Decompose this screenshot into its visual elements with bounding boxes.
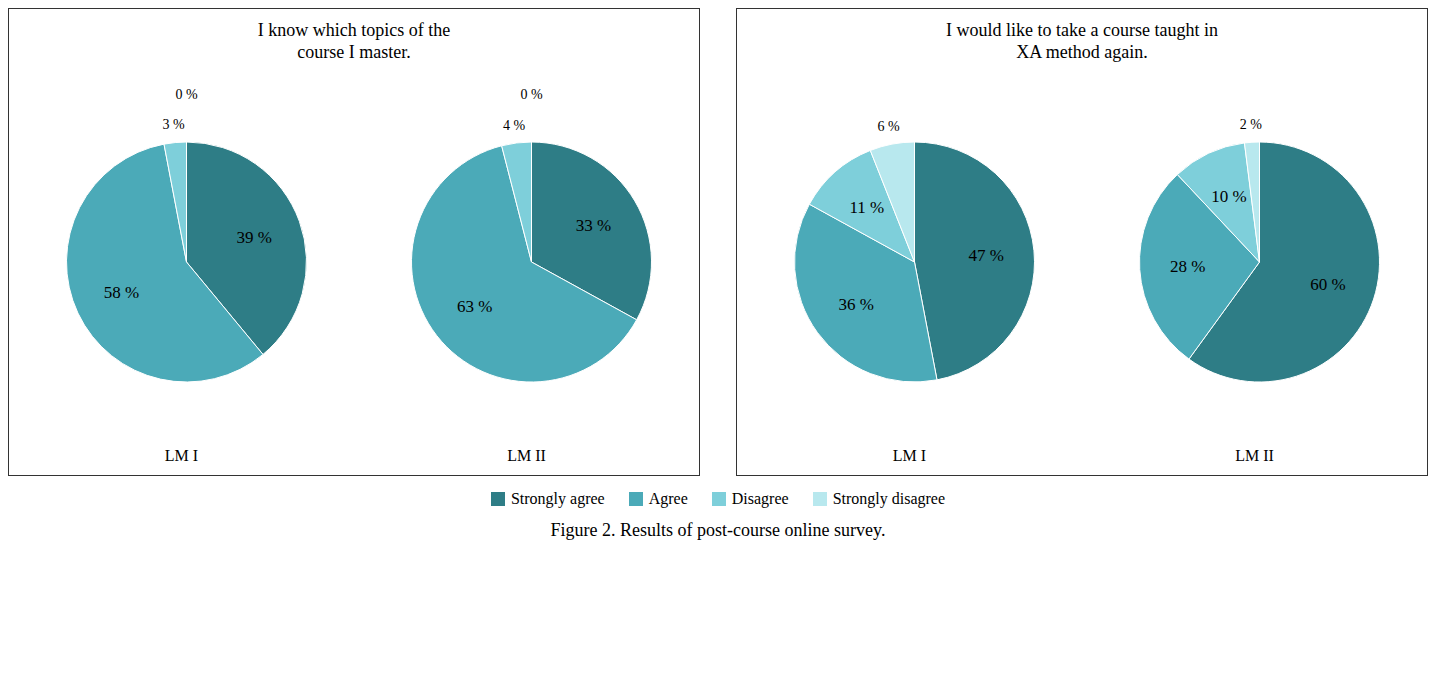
svg-text:47 %: 47 %: [968, 246, 1003, 265]
html-text:I know which topics of the cou: I know which topics of the course I mast…: [257, 20, 451, 62]
svg-text:58 %: 58 %: [104, 283, 139, 302]
svg-text:10 %: 10 %: [1211, 187, 1246, 206]
svg-text:33 %: 33 %: [576, 216, 611, 235]
html-text:LM I: LM I: [164, 447, 199, 464]
svg-text:3 %: 3 %: [162, 117, 185, 132]
html-text:Agree: Agree: [648, 490, 688, 507]
html-text:LM II: LM II: [507, 447, 546, 464]
svg-text:0 %: 0 %: [175, 87, 198, 102]
html-text:I would like to take a course: I would like to take a course taught in …: [946, 20, 1218, 62]
html-text:Strongly disagree: Strongly disagree: [832, 490, 946, 507]
svg-text:60 %: 60 %: [1310, 275, 1345, 294]
svg-text:4 %: 4 %: [503, 118, 526, 133]
svg-text:6 %: 6 %: [878, 119, 901, 134]
html-text:LM II: LM II: [1235, 447, 1274, 464]
svg-text:63 %: 63 %: [457, 297, 492, 316]
svg-text:0 %: 0 %: [520, 87, 543, 102]
svg-text:11 %: 11 %: [849, 198, 884, 217]
svg-text:28 %: 28 %: [1170, 257, 1205, 276]
svg-text:2 %: 2 %: [1240, 117, 1263, 132]
html-text:Figure 2. Results of post-cour: Figure 2. Results of post-course online …: [550, 520, 886, 540]
html-text:LM I: LM I: [892, 447, 927, 464]
svg-text:39 %: 39 %: [237, 228, 272, 247]
svg-text:36 %: 36 %: [839, 295, 874, 314]
html-text:Disagree: Disagree: [731, 490, 789, 507]
html-text:Strongly agree: Strongly agree: [510, 490, 605, 507]
